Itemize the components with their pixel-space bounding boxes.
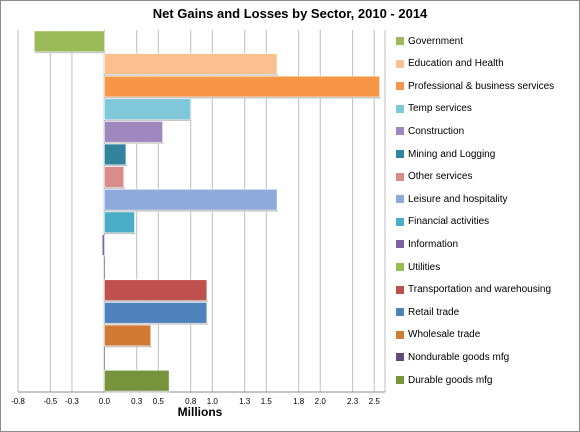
x-tick-label: -0.3 — [65, 397, 79, 406]
bar-professional-business-services — [104, 75, 380, 98]
legend-item: Utilities — [396, 260, 440, 274]
legend-label: Transportation and warehousing — [408, 284, 552, 296]
legend-swatch — [396, 37, 404, 45]
legend-item: Temp services — [396, 102, 472, 116]
legend-label: Nondurable goods mfg — [408, 351, 510, 363]
x-tick-label: 0.0 — [99, 397, 111, 406]
bar-temp-services — [104, 98, 192, 120]
bar-shadow — [103, 255, 106, 257]
legend-swatch — [396, 330, 404, 339]
legend-swatch — [396, 195, 404, 204]
bar-shadow — [105, 232, 136, 235]
legend-swatch — [396, 376, 404, 384]
bar-shadow — [105, 187, 125, 189]
legend-item: Retail trade — [396, 305, 459, 319]
x-axis-label: Millions — [178, 405, 223, 419]
legend-label: Construction — [408, 125, 465, 137]
legend-label: Other services — [408, 171, 473, 183]
legend-swatch — [396, 308, 404, 317]
bar-durable-goods-mfg — [104, 369, 170, 392]
legend-item: Durable goods mfg — [396, 373, 493, 387]
bar-shadow — [105, 300, 208, 303]
legend-item: Professional & business services — [396, 79, 554, 93]
legend-item: Nondurable goods mfg — [396, 350, 509, 364]
tick-labels: -0.8 -0.5 -0.3 0.0 0.3 0.5 0.8 1.0 1.3 1.5 1.8 2.0 2… — [11, 397, 380, 406]
legend-label: Information — [408, 238, 459, 250]
bar-layer — [33, 30, 381, 393]
legend-swatch — [396, 59, 404, 68]
bar-government — [33, 30, 105, 53]
legend-item: Education and Health — [396, 57, 504, 71]
legend-label: Government — [408, 35, 464, 47]
bar-construction — [104, 121, 163, 143]
legend-swatch — [396, 263, 404, 271]
legend-swatch — [396, 285, 404, 294]
bar-information — [101, 234, 105, 256]
x-tick-label: 1.5 — [261, 397, 273, 406]
legend-label: Mining and Logging — [408, 148, 496, 160]
bar-education-and-health — [104, 53, 278, 75]
x-tick-label: 0.3 — [131, 397, 143, 406]
legend-item: Construction — [396, 124, 464, 138]
legend-swatch — [396, 240, 404, 249]
x-tick-label: 2.0 — [315, 397, 327, 406]
x-tick-label: 0.8 — [185, 397, 197, 406]
x-tick-label: -0.8 — [11, 397, 25, 406]
legend-item: Information — [396, 237, 458, 251]
bar-mining-and-logging — [104, 143, 127, 166]
legend-swatch — [396, 353, 404, 362]
legend-swatch — [396, 150, 404, 158]
legend-item: Wholesale trade — [396, 328, 480, 342]
bar-retail-trade — [104, 302, 208, 324]
bar-leisure-and-hospitality — [104, 188, 278, 211]
bar-shadow — [105, 164, 127, 167]
legend-swatch — [396, 217, 404, 226]
legend-label: Utilities — [408, 261, 441, 273]
bar-shadow — [105, 119, 192, 122]
x-tick-label: 1.0 — [207, 397, 219, 406]
legend-label: Wholesale trade — [408, 329, 481, 341]
bar-shadow — [105, 323, 208, 325]
legend-label: Durable goods mfg — [408, 374, 493, 386]
chart-title: Net Gains and Losses by Sector, 2010 - 2… — [152, 6, 428, 21]
x-tick-label: 1.3 — [239, 397, 251, 406]
legend-item: Financial activities — [396, 215, 489, 229]
bar-shadow — [105, 74, 279, 76]
x-tick-label: 0.5 — [153, 397, 165, 406]
bar-other-services — [104, 166, 125, 188]
bar-shadow — [105, 210, 279, 212]
legend-swatch — [396, 82, 404, 91]
x-tick-label: -0.5 — [43, 397, 57, 406]
legend-label: Temp services — [408, 103, 472, 115]
bar-shadow — [105, 345, 152, 348]
legend-swatch — [396, 127, 404, 136]
bar-shadow — [35, 51, 106, 54]
bar-wholesale-trade — [104, 324, 152, 347]
legend-label: Education and Health — [408, 58, 504, 70]
bar-financial-activities — [104, 211, 135, 234]
legend-swatch — [396, 172, 404, 181]
legend-item: Leisure and hospitality — [396, 192, 508, 206]
legend-label: Professional & business services — [408, 80, 555, 92]
legend-item: Government — [396, 34, 463, 48]
bar-shadow — [105, 391, 171, 393]
legend-label: Retail trade — [408, 306, 460, 318]
x-tick-label: 2.3 — [347, 397, 359, 406]
x-tick-label: 2.5 — [369, 397, 381, 406]
legend-item: Mining and Logging — [396, 147, 495, 161]
legend-item: Other services — [396, 170, 472, 184]
legend-swatch — [396, 104, 404, 113]
bar-transportation-and-warehousing — [104, 279, 208, 301]
bar-shadow — [105, 142, 164, 144]
x-tick-label: 1.8 — [293, 397, 305, 406]
legend-item: Transportation and warehousing — [396, 283, 551, 297]
bar-shadow — [105, 96, 381, 99]
legend-label: Leisure and hospitality — [408, 193, 508, 205]
legend-label: Financial activities — [408, 216, 490, 228]
